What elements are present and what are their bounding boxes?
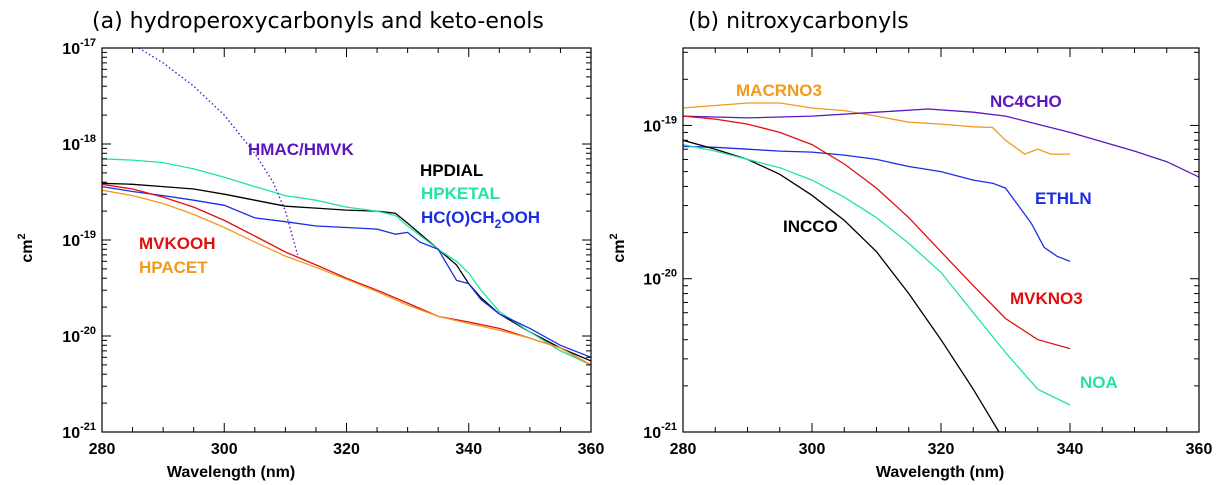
panel-b-x-tick-label: 280 bbox=[670, 441, 697, 458]
panel-a-y-tick-label: 10-20 bbox=[62, 325, 96, 346]
panel-a-label-hpketal: HPKETAL bbox=[421, 184, 500, 203]
panel-a-y-axis-title: cm2 bbox=[16, 233, 36, 262]
panel-b-x-tick-label: 300 bbox=[799, 441, 826, 458]
panel-b-y-tick-label: 10-19 bbox=[643, 114, 677, 135]
panel-b-label-noa: NOA bbox=[1080, 373, 1118, 392]
panel-b-series-nc4cho bbox=[683, 109, 1199, 177]
panel-a-plot-area: 280 300 320 340 360 10-21 10-20 10-19 10-18 10-17… bbox=[62, 37, 604, 458]
panel-a-x-axis-title: Wavelength (nm) bbox=[167, 464, 295, 481]
panel-a-hydroperoxycarbonyls: (a) hydroperoxycarbonyls and keto-enols … bbox=[16, 9, 604, 481]
panel-b-series-mvkno3 bbox=[683, 116, 1070, 349]
panel-a-x-tick-label: 320 bbox=[333, 441, 360, 458]
panel-b-x-axis-title: Wavelength (nm) bbox=[876, 464, 1004, 481]
panel-b-ylabel-sup: 2 bbox=[608, 233, 620, 239]
panel-a-y-tick-label: 10-18 bbox=[62, 133, 96, 154]
panel-b-label-mvkno3: MVKNO3 bbox=[1010, 289, 1083, 308]
panel-b-y-tick-label: 10-21 bbox=[643, 421, 677, 442]
svg-text:cm2: cm2 bbox=[16, 233, 36, 262]
panel-a-x-axis: 280 300 320 340 360 bbox=[89, 48, 605, 458]
panel-b-nitroxycarbonyls: (b) nitroxycarbonyls cm2 Wavelength (nm)… bbox=[608, 9, 1212, 481]
panel-b-x-tick-label: 340 bbox=[1057, 441, 1084, 458]
panel-a-title: (a) hydroperoxycarbonyls and keto-enols bbox=[92, 9, 544, 34]
panel-a-y-tick-label: 10-21 bbox=[62, 421, 96, 442]
panel-a-series-lines bbox=[102, 48, 591, 365]
panel-b-series-noa bbox=[683, 145, 1070, 405]
panel-a-series-labels: HPDIAL HPKETAL HC(O)CH2OOH MVKOOH HPACET HMAC… bbox=[139, 140, 540, 277]
panel-b-label-nc4cho: NC4CHO bbox=[990, 92, 1062, 111]
panel-a-ylabel-sup: 2 bbox=[16, 233, 28, 239]
svg-text:cm2: cm2 bbox=[608, 233, 628, 262]
panel-a-x-tick-label: 360 bbox=[578, 441, 605, 458]
panel-b-y-tick-label: 10-20 bbox=[643, 268, 677, 289]
panel-b-series-ethln bbox=[683, 146, 1070, 261]
panel-b-label-incco: INCCO bbox=[783, 217, 838, 236]
panel-a-y-tick-label: 10-17 bbox=[62, 37, 96, 58]
panel-a-x-tick-label: 340 bbox=[455, 441, 482, 458]
panel-b-ylabel-base: cm bbox=[611, 240, 628, 263]
panel-a-label-hpdial: HPDIAL bbox=[420, 161, 483, 180]
panel-a-label-hmac-hmvk: HMAC/HMVK bbox=[248, 140, 354, 159]
panel-b-y-axis-title: cm2 bbox=[608, 233, 628, 262]
panel-b-series-lines bbox=[683, 103, 1199, 432]
panel-b-x-tick-label: 320 bbox=[928, 441, 955, 458]
panel-a-ylabel-base: cm bbox=[19, 240, 36, 263]
panel-a-label-hpacet: HPACET bbox=[139, 258, 208, 277]
panel-a-y-tick-label: 10-19 bbox=[62, 229, 96, 250]
panel-b-plot-area: 280 300 320 340 360 10-21 10-20 10-19 MACRNO3 NC4… bbox=[643, 48, 1212, 458]
panel-b-x-tick-label: 360 bbox=[1186, 441, 1213, 458]
panel-a-label-hc-o-ch2ooh: HC(O)CH2OOH bbox=[421, 208, 540, 231]
panel-a-x-tick-label: 300 bbox=[211, 441, 238, 458]
panel-a-label-mvkooh: MVKOOH bbox=[139, 234, 216, 253]
panel-b-frame bbox=[683, 48, 1199, 432]
panel-b-title: (b) nitroxycarbonyls bbox=[688, 9, 909, 34]
panel-b-label-ethln: ETHLN bbox=[1035, 189, 1092, 208]
panel-b-label-macrno3: MACRNO3 bbox=[736, 81, 822, 100]
panel-a-x-tick-label: 280 bbox=[89, 441, 116, 458]
